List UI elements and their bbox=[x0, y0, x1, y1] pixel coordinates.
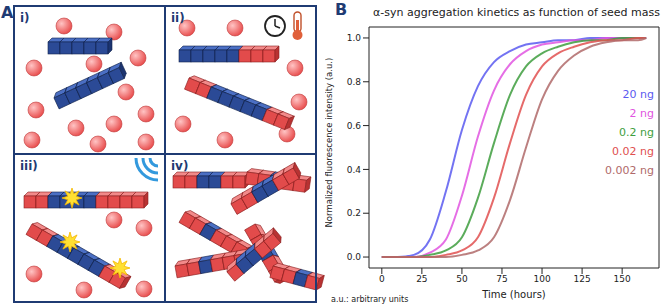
svg-text:25: 25 bbox=[416, 274, 427, 284]
svg-text:100: 100 bbox=[533, 274, 550, 284]
svg-text:0.8: 0.8 bbox=[347, 77, 362, 87]
svg-text:50: 50 bbox=[456, 274, 468, 284]
html-text:20 ng: 20 ng bbox=[622, 88, 654, 101]
svg-text:0.6: 0.6 bbox=[347, 121, 362, 131]
html-text:0.002 ng: 0.002 ng bbox=[605, 164, 654, 177]
svg-text:1.0: 1.0 bbox=[347, 33, 362, 43]
html-text:0.2 ng: 0.2 ng bbox=[619, 126, 654, 139]
svg-text:ii): ii) bbox=[171, 11, 185, 25]
svg-text:0.0: 0.0 bbox=[347, 252, 362, 262]
svg-text:75: 75 bbox=[496, 274, 507, 284]
svg-text:Time (hours): Time (hours) bbox=[481, 289, 546, 300]
html-text:B: B bbox=[335, 0, 348, 19]
svg-text:iii): iii) bbox=[20, 159, 38, 173]
svg-text:150: 150 bbox=[614, 274, 631, 284]
svg-text:0.4: 0.4 bbox=[347, 165, 362, 175]
html-text:2 ng: 2 ng bbox=[629, 107, 654, 120]
svg-text:0.2: 0.2 bbox=[347, 208, 361, 218]
html-text:0.02 ng: 0.02 ng bbox=[612, 145, 654, 158]
html-text:α-syn aggregation kinetics as: α-syn aggregation kinetics as function o… bbox=[373, 6, 660, 19]
svg-text:Normalized fluorescence intens: Normalized fluorescence intensity (a.u.) bbox=[325, 58, 334, 228]
svg-text:A: A bbox=[1, 3, 14, 22]
svg-text:iv): iv) bbox=[171, 159, 188, 173]
html-text:a.u.: arbitrary units: a.u.: arbitrary units bbox=[331, 295, 409, 304]
svg-text:i): i) bbox=[20, 11, 30, 25]
svg-text:125: 125 bbox=[574, 274, 591, 284]
svg-text:0: 0 bbox=[379, 274, 385, 284]
